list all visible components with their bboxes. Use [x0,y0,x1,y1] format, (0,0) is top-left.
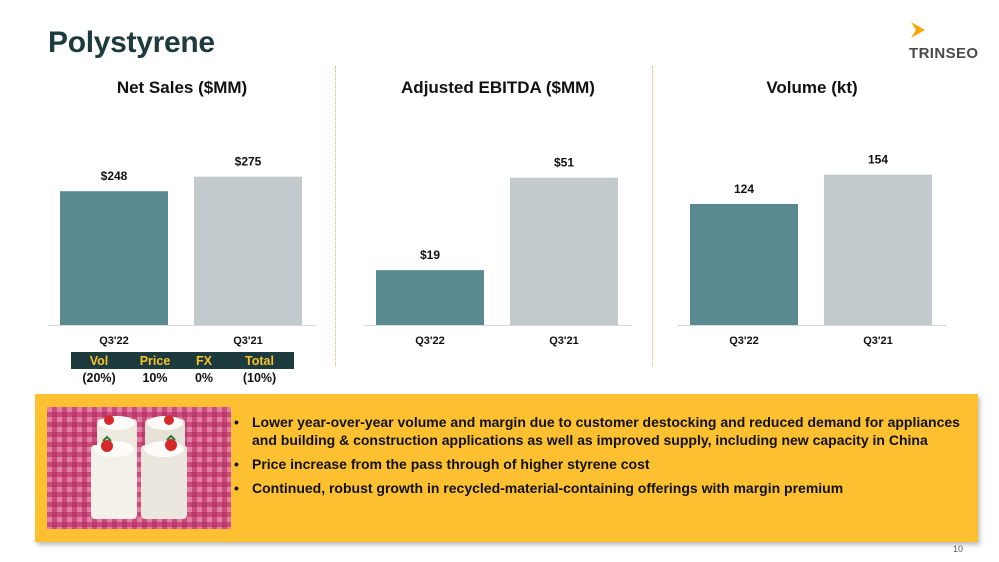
data-label: 154 [868,153,888,167]
trinseo-logo: TRINSEO [905,22,983,66]
x-tick-label: Q3'22 [729,335,759,347]
net-sales-chart: Net Sales ($MM) $248 Q3'22 $275 Q3'21 [48,70,316,370]
x-tick-label: Q3'21 [233,335,263,347]
logo-text: TRINSEO [909,45,979,62]
bridge-value-total: (10%) [242,371,277,385]
data-label: $51 [554,156,574,170]
bar-q321 [194,176,302,325]
bullet-item: Continued, robust growth in recycled-mat… [232,479,982,497]
bar-q322 [690,203,798,325]
bridge-header-total: Total [245,353,274,368]
commentary-bullets: Lower year-over-year volume and margin d… [232,413,982,503]
bullet-item: Lower year-over-year volume and margin d… [232,413,982,449]
chart-title: Volume (kt) [766,78,858,97]
chart-divider [652,66,653,366]
bullet-item: Price increase from the pass through of … [232,455,982,473]
x-tick-label: Q3'22 [415,335,445,347]
data-label: $275 [235,155,262,169]
bridge-value-fx: 0% [194,371,214,385]
bar-q321 [510,177,618,325]
bridge-header-fx: FX [196,353,212,368]
chart-title: Adjusted EBITDA ($MM) [401,78,595,97]
bridge-value-row: (20%) 10% 0% (10%) [71,369,294,387]
bridge-header-vol: Vol [89,353,109,368]
data-label: 124 [734,182,754,196]
bridge-value-price: 10% [142,371,168,385]
bridge-header-price: Price [139,353,171,368]
x-tick-label: Q3'22 [99,335,129,347]
bar-q322 [60,191,168,325]
adjusted-ebitda-chart: Adjusted EBITDA ($MM) $19 Q3'22 $51 Q3'21 [364,70,632,370]
page-number: 10 [953,544,964,554]
data-label: $19 [420,248,440,262]
chevron-logo-icon [911,22,925,38]
bridge-value-vol: (20%) [82,371,116,385]
volume-plot: 124 Q3'22 154 Q3'21 [678,153,946,347]
net-sales-plot: $248 Q3'22 $275 Q3'21 [48,155,316,347]
chart-title: Net Sales ($MM) [116,78,248,97]
x-tick-label: Q3'21 [863,335,893,347]
x-tick-label: Q3'21 [549,335,579,347]
data-label: $248 [101,169,128,183]
adjusted-ebitda-plot: $19 Q3'22 $51 Q3'21 [364,156,632,347]
volume-chart: Volume (kt) 124 Q3'22 154 Q3'21 [678,70,946,370]
bridge-header-row: Vol Price FX Total [71,352,294,369]
price-volume-bridge-table: Vol Price FX Total (20%) 10% 0% (10%) [71,352,294,387]
page-title: Polystyrene [48,26,215,59]
bar-q322 [376,270,484,325]
bar-q321 [824,174,932,325]
chart-divider [335,66,336,366]
yogurt-cups-photo [47,407,231,529]
commentary-callout: Lower year-over-year volume and margin d… [35,394,978,542]
